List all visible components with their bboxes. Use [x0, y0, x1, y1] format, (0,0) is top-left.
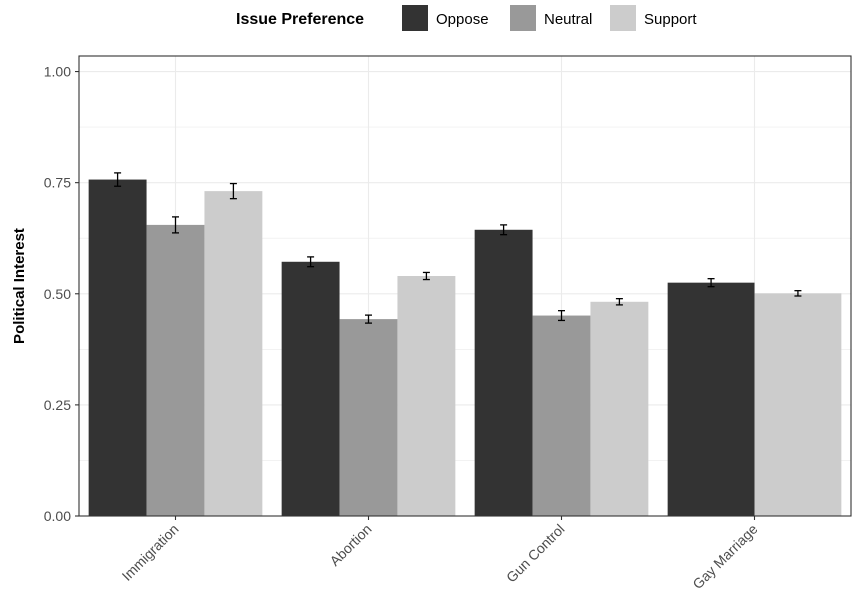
bar-support-abortion	[397, 276, 456, 516]
error-bar	[229, 182, 237, 200]
legend-label-oppose: Oppose	[436, 11, 489, 28]
error-bar	[172, 216, 179, 234]
legend: Issue Preference Oppose Neutral Support	[236, 5, 697, 31]
x-tick-label: Gay Marriage	[689, 521, 760, 592]
error-bar	[307, 256, 315, 268]
error-bar	[558, 310, 565, 322]
y-tick-label: 0.00	[44, 508, 71, 524]
bar-neutral-immigration	[146, 224, 205, 516]
error-bar	[615, 298, 623, 306]
error-bar	[114, 172, 122, 187]
y-axis-title-group: Political Interest	[11, 228, 28, 344]
legend-label-neutral: Neutral	[544, 11, 592, 28]
legend-key-neutral	[510, 5, 536, 31]
bar-oppose-immigration	[88, 179, 147, 517]
y-tick-label: 1.00	[44, 64, 71, 80]
y-tick-label: 0.25	[44, 397, 71, 413]
y-tick-label: 0.75	[44, 175, 71, 191]
error-bar	[794, 290, 802, 297]
y-tick-label: 0.50	[44, 286, 71, 302]
x-tick-label: Immigration	[119, 521, 182, 584]
legend-label-support: Support	[644, 11, 697, 28]
bar-support-gay-marriage	[754, 293, 842, 516]
bar-support-gun-control	[590, 301, 649, 516]
bar-support-immigration	[204, 191, 263, 516]
bar-neutral-gun-control	[532, 315, 591, 516]
y-axis-title: Political Interest	[11, 228, 28, 344]
x-tick-label: Abortion	[326, 521, 374, 569]
bar-oppose-abortion	[281, 261, 340, 516]
bar-oppose-gun-control	[474, 229, 533, 516]
legend-key-oppose	[402, 5, 428, 31]
plot-panel: 0.00 0.25 0.50 0.75 1.00 Immigration Abortion G…	[44, 55, 852, 592]
panel-border	[78, 55, 852, 517]
error-bar	[422, 271, 430, 281]
error-bar	[707, 278, 715, 288]
bar-oppose-gay-marriage	[667, 282, 755, 516]
bar-neutral-abortion	[339, 319, 398, 516]
legend-title: Issue Preference	[236, 11, 364, 28]
legend-key-support	[610, 5, 636, 31]
error-bar	[500, 224, 508, 236]
error-bar	[365, 314, 372, 324]
x-tick-label: Gun Control	[503, 521, 568, 586]
